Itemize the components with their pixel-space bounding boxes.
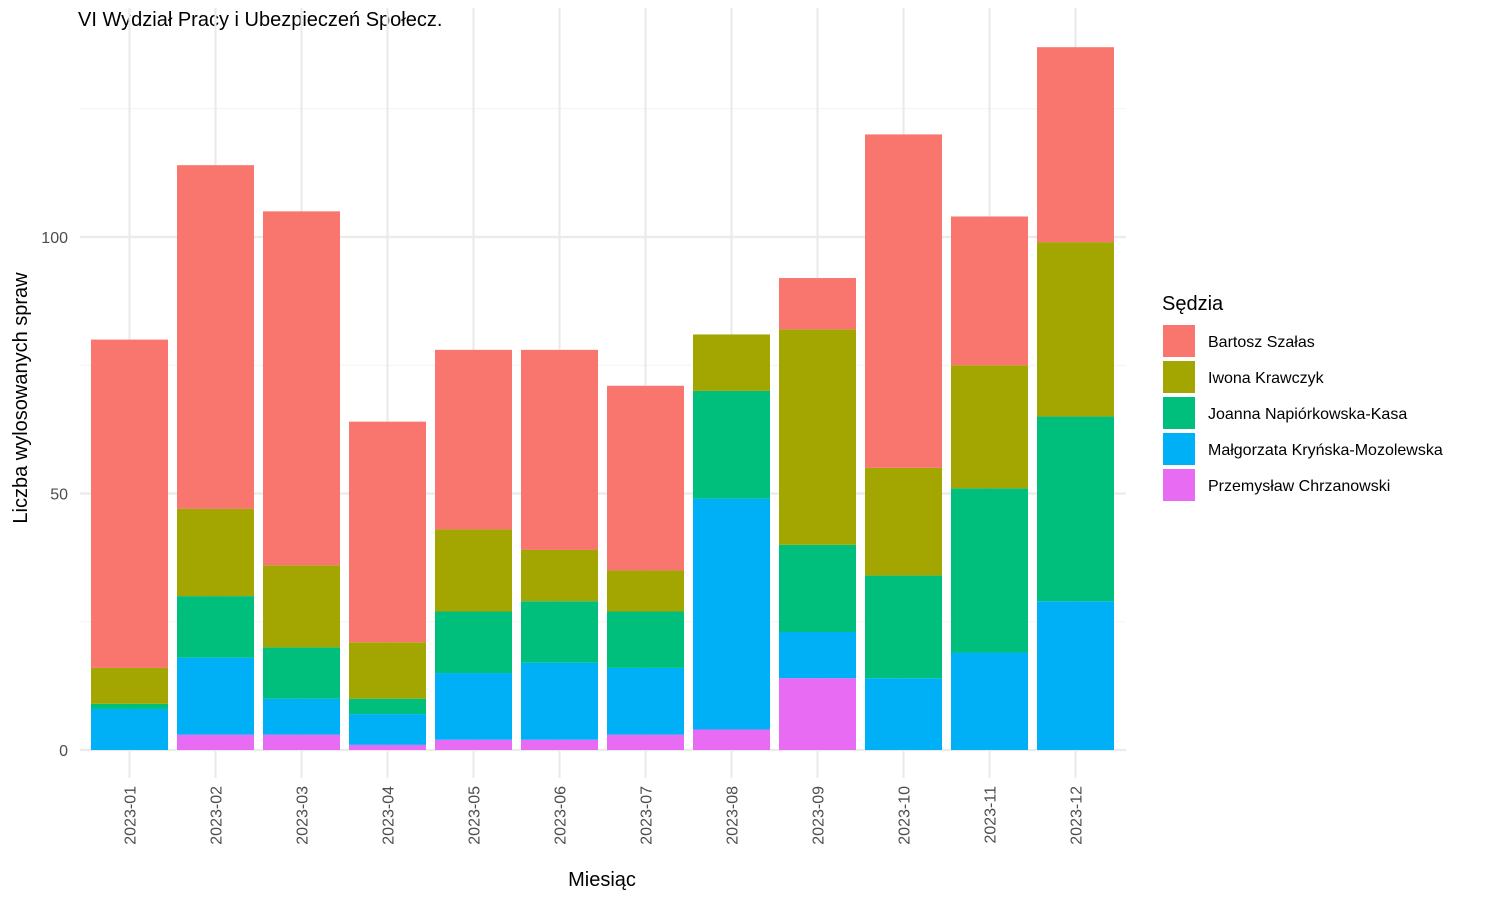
bar-segment xyxy=(349,698,426,715)
y-tick-label: 0 xyxy=(59,743,68,760)
bar-segment xyxy=(607,611,684,668)
y-tick-label: 100 xyxy=(41,230,68,247)
legend-label: Małgorzata Kryńska-Mozolewska xyxy=(1208,442,1443,459)
y-axis: 0 50 100 xyxy=(41,230,68,760)
bar-segment xyxy=(521,601,598,663)
bar-segment xyxy=(693,729,770,750)
bar-segment xyxy=(177,657,254,735)
bar-segment xyxy=(1037,47,1114,243)
bar-segment xyxy=(349,714,426,745)
legend-title: Sędzia xyxy=(1162,293,1224,315)
bar-segment xyxy=(607,570,684,612)
bar-segment xyxy=(263,211,340,566)
bar-segment xyxy=(521,739,598,750)
x-tick-label: 2023-04 xyxy=(381,786,398,845)
legend-key xyxy=(1163,361,1195,393)
x-tick-label: 2023-01 xyxy=(123,786,140,845)
bar-segment xyxy=(435,529,512,612)
bar-segment xyxy=(521,662,598,740)
bar-segment xyxy=(865,678,942,750)
x-tick-label: 2023-08 xyxy=(725,786,742,845)
x-tick-label: 2023-12 xyxy=(1069,786,1086,845)
y-tick-label: 50 xyxy=(50,487,68,504)
bar-segment xyxy=(177,734,254,750)
bar-segment xyxy=(1037,416,1114,602)
x-tick-label: 2023-10 xyxy=(897,786,914,845)
y-axis-label: Liczba wylosowanych spraw xyxy=(10,272,32,524)
bar-segment xyxy=(951,365,1028,489)
bar-segment xyxy=(951,488,1028,653)
x-axis-label: Miesiąc xyxy=(568,869,636,891)
bar-segment xyxy=(263,698,340,735)
bar-segment xyxy=(521,549,598,602)
bar-segment xyxy=(91,708,168,750)
bar-segment xyxy=(349,642,426,699)
bar-segment xyxy=(779,632,856,679)
bar-segment xyxy=(435,611,512,674)
bar-segment xyxy=(263,647,340,699)
legend-key xyxy=(1163,397,1195,429)
legend-label: Iwona Krawczyk xyxy=(1208,370,1325,387)
legend: Sędzia Bartosz Szałas Iwona Krawczyk Joann… xyxy=(1162,293,1443,501)
bar-segment xyxy=(865,467,942,576)
x-tick-label: 2023-05 xyxy=(467,786,484,845)
bar-segment xyxy=(607,734,684,750)
bar-segment xyxy=(91,703,168,709)
bar-segment xyxy=(177,165,254,509)
legend-label: Przemysław Chrzanowski xyxy=(1208,478,1390,495)
bar-segment xyxy=(177,596,254,658)
bar-segment xyxy=(779,278,856,330)
legend-key xyxy=(1163,469,1195,501)
legend-key xyxy=(1163,325,1195,357)
bar-segment xyxy=(951,216,1028,366)
bar-segment xyxy=(349,744,426,750)
bar-segment xyxy=(865,575,942,679)
bar-segment xyxy=(865,134,942,468)
bar-segment xyxy=(91,667,168,704)
bar-segment xyxy=(263,734,340,750)
x-tick-label: 2023-03 xyxy=(295,786,312,845)
bar-segment xyxy=(177,508,254,597)
bar-segment xyxy=(779,329,856,545)
x-tick-label: 2023-11 xyxy=(983,786,1000,844)
bar-segment xyxy=(693,498,770,730)
bars-layer xyxy=(91,47,1114,750)
x-axis: 2023-01 2023-02 2023-03 2023-04 2023-05 2023-… xyxy=(123,786,1086,845)
bar-segment xyxy=(607,385,684,571)
bar-segment xyxy=(1037,601,1114,750)
bar-segment xyxy=(693,334,770,391)
bar-segment xyxy=(435,349,512,530)
legend-label: Bartosz Szałas xyxy=(1208,334,1315,351)
bar-segment xyxy=(263,565,340,648)
bar-segment xyxy=(779,544,856,633)
bar-segment xyxy=(349,421,426,643)
bar-segment xyxy=(1037,242,1114,417)
x-tick-label: 2023-02 xyxy=(209,786,226,845)
legend-key xyxy=(1163,433,1195,465)
bar-segment xyxy=(607,667,684,735)
legend-label: Joanna Napiórkowska-Kasa xyxy=(1208,406,1407,423)
x-tick-label: 2023-07 xyxy=(639,786,656,845)
bar-segment xyxy=(693,390,770,499)
bar-segment xyxy=(435,739,512,750)
x-tick-label: 2023-09 xyxy=(811,786,828,845)
bar-segment xyxy=(435,673,512,740)
x-tick-label: 2023-06 xyxy=(553,786,570,845)
chart-title: VI Wydział Pracy i Ubezpieczeń Społecz. xyxy=(78,9,442,31)
bar-segment xyxy=(951,652,1028,750)
bar-segment xyxy=(521,349,598,550)
bar-segment xyxy=(91,339,168,668)
bar-segment xyxy=(779,678,856,750)
